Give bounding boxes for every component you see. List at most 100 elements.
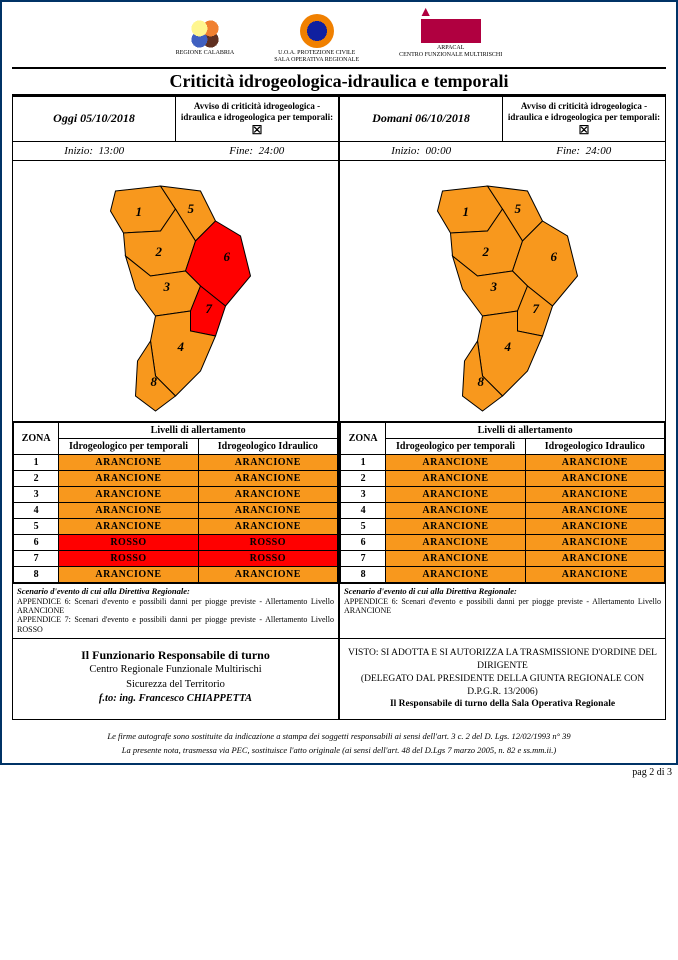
- cell-level-a: ARANCIONE: [59, 487, 198, 503]
- cell-zona: 3: [14, 487, 59, 503]
- panel-date: Oggi 05/10/2018: [13, 97, 176, 141]
- cell-level-b: ARANCIONE: [198, 455, 337, 471]
- cell-level-b: ARANCIONE: [525, 455, 664, 471]
- times-row: Inizio: 13:00Fine: 24:00: [13, 142, 338, 161]
- cell-level-a: ARANCIONE: [386, 567, 525, 583]
- cell-level-b: ARANCIONE: [198, 519, 337, 535]
- cell-zona: 5: [14, 519, 59, 535]
- scenario: Scenario d'evento di cui alla Direttiva …: [340, 583, 665, 638]
- cell-level-b: ARANCIONE: [525, 567, 664, 583]
- footer-left-l4: f.to: ing. Francesco CHIAPPETTA: [19, 692, 332, 706]
- cell-level-a: ARANCIONE: [386, 471, 525, 487]
- logo-protezione-civile: U.O.A. PROTEZIONE CIVILE SALA OPERATIVA …: [274, 14, 359, 63]
- panel-avviso: Avviso di criticità idrogeologica - idra…: [503, 97, 665, 141]
- checkbox-icon: ☒: [252, 123, 263, 137]
- cell-zona: 7: [341, 551, 386, 567]
- th-livelli: Livelli di allertamento: [386, 423, 665, 439]
- cell-level-b: ARANCIONE: [198, 471, 337, 487]
- cell-level-b: ARANCIONE: [198, 487, 337, 503]
- zone-label-3: 3: [163, 279, 171, 294]
- inizio: Inizio: 00:00: [340, 142, 503, 160]
- regione-emblem-icon: [191, 20, 219, 48]
- zone-label-4: 4: [504, 339, 512, 354]
- cell-level-b: ARANCIONE: [525, 503, 664, 519]
- cell-level-b: ARANCIONE: [525, 487, 664, 503]
- disclaimer-l2: La presente nota, trasmessa via PEC, sos…: [30, 744, 648, 758]
- cell-level-a: ARANCIONE: [59, 503, 198, 519]
- th-zona: ZONA: [14, 423, 59, 455]
- table-row: 7ARANCIONEARANCIONE: [341, 551, 665, 567]
- cell-level-a: ARANCIONE: [59, 471, 198, 487]
- th-col2: Idrogeologico Idraulico: [198, 439, 337, 455]
- table-row: 4ARANCIONEARANCIONE: [341, 503, 665, 519]
- protezione-civile-emblem-icon: [300, 14, 334, 48]
- table-row: 3ARANCIONEARANCIONE: [14, 487, 338, 503]
- cell-zona: 8: [341, 567, 386, 583]
- pc-caption: U.O.A. PROTEZIONE CIVILE SALA OPERATIVA …: [274, 50, 359, 63]
- cell-level-a: ARANCIONE: [386, 503, 525, 519]
- cell-zona: 5: [341, 519, 386, 535]
- table-row: 3ARANCIONEARANCIONE: [341, 487, 665, 503]
- page: REGIONE CALABRIA U.O.A. PROTEZIONE CIVIL…: [0, 0, 678, 765]
- fine: Fine: 24:00: [503, 142, 666, 160]
- zone-label-1: 1: [136, 204, 143, 219]
- cell-level-b: ROSSO: [198, 551, 337, 567]
- cell-level-a: ARANCIONE: [59, 455, 198, 471]
- footer-right: VISTO: SI ADOTTA E SI AUTORIZZA LA TRASM…: [339, 639, 666, 720]
- panel: Domani 06/10/2018Avviso di criticità idr…: [339, 96, 666, 639]
- table-row: 4ARANCIONEARANCIONE: [14, 503, 338, 519]
- cell-zona: 4: [14, 503, 59, 519]
- table-row: 2ARANCIONEARANCIONE: [14, 471, 338, 487]
- checkbox-icon: ☒: [579, 123, 590, 137]
- cell-zona: 4: [341, 503, 386, 519]
- logo-arpacal: ARPACAL CENTRO FUNZIONALE MULTIRISCHI: [399, 19, 502, 58]
- footer-left-l2: Centro Regionale Funzionale Multirischi: [19, 663, 332, 677]
- table-row: 5ARANCIONEARANCIONE: [341, 519, 665, 535]
- cell-level-a: ARANCIONE: [386, 519, 525, 535]
- calabria-map-icon: 15263748: [13, 161, 338, 421]
- cell-level-b: ARANCIONE: [525, 551, 664, 567]
- times-row: Inizio: 00:00Fine: 24:00: [340, 142, 665, 161]
- table-row: 8ARANCIONEARANCIONE: [14, 567, 338, 583]
- cell-level-a: ROSSO: [59, 535, 198, 551]
- zone-label-8: 8: [151, 374, 158, 389]
- zone-label-1: 1: [463, 204, 470, 219]
- zone-label-7: 7: [206, 301, 213, 316]
- cell-zona: 6: [14, 535, 59, 551]
- calabria-map-icon: 15263748: [340, 161, 665, 421]
- cell-level-b: ARANCIONE: [525, 471, 664, 487]
- th-col2: Idrogeologico Idraulico: [525, 439, 664, 455]
- cell-level-a: ARANCIONE: [59, 567, 198, 583]
- footer-row: Il Funzionario Responsabile di turno Cen…: [12, 639, 666, 720]
- table-row: 1ARANCIONEARANCIONE: [14, 455, 338, 471]
- th-livelli: Livelli di allertamento: [59, 423, 338, 439]
- table-row: 8ARANCIONEARANCIONE: [341, 567, 665, 583]
- zone-label-5: 5: [515, 201, 522, 216]
- cell-level-a: ARANCIONE: [386, 455, 525, 471]
- cell-zona: 2: [14, 471, 59, 487]
- logo-regione: REGIONE CALABRIA: [176, 20, 235, 57]
- cell-zona: 1: [341, 455, 386, 471]
- regione-caption: REGIONE CALABRIA: [176, 50, 235, 57]
- panels: Oggi 05/10/2018 Avviso di criticità idrog…: [12, 96, 666, 639]
- panel: Oggi 05/10/2018Avviso di criticità idrog…: [12, 96, 339, 639]
- panel-date: Domani 06/10/2018: [340, 97, 503, 141]
- header-logos: REGIONE CALABRIA U.O.A. PROTEZIONE CIVIL…: [12, 10, 666, 65]
- th-col1: Idrogeologico per temporali: [386, 439, 525, 455]
- footer-left: Il Funzionario Responsabile di turno Cen…: [12, 639, 339, 720]
- cell-level-a: ROSSO: [59, 551, 198, 567]
- table-row: 7ROSSOROSSO: [14, 551, 338, 567]
- cell-level-a: ARANCIONE: [386, 535, 525, 551]
- map: 15263748: [340, 161, 665, 422]
- footer-right-l3: Il Responsabile di turno della Sala Oper…: [346, 698, 659, 711]
- cell-zona: 2: [341, 471, 386, 487]
- cell-level-a: ARANCIONE: [386, 487, 525, 503]
- cell-level-b: ARANCIONE: [525, 519, 664, 535]
- table-row: 6ARANCIONEARANCIONE: [341, 535, 665, 551]
- alert-table: ZONALivelli di allertamentoIdrogeologico…: [340, 422, 665, 583]
- cell-level-b: ROSSO: [198, 535, 337, 551]
- zone-label-8: 8: [478, 374, 485, 389]
- disclaimer-l1: Le firme autografe sono sostituite da in…: [30, 730, 648, 744]
- zone-label-2: 2: [482, 244, 490, 259]
- zone-label-7: 7: [533, 301, 540, 316]
